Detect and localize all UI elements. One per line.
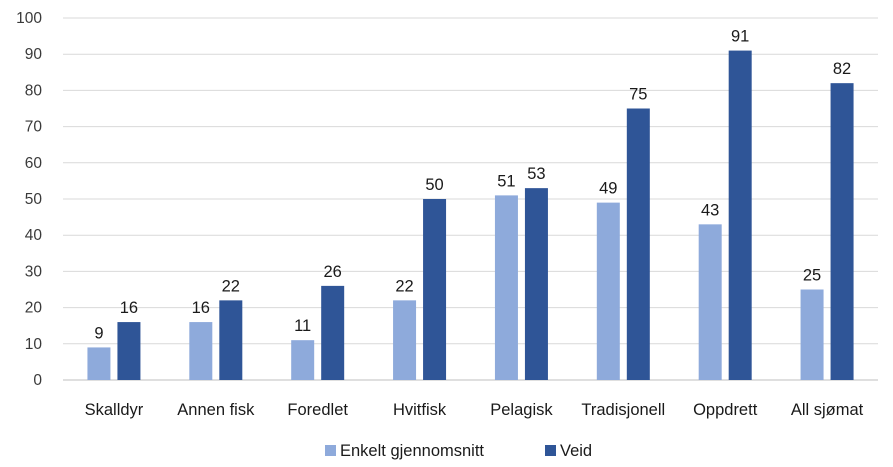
y-tick-label: 50 — [25, 191, 43, 208]
legend-swatch-veid — [545, 445, 556, 456]
data-label: 43 — [701, 201, 719, 219]
y-axis: 0 10 20 30 40 50 60 70 80 90 100 — [16, 10, 42, 389]
data-label: 75 — [629, 86, 647, 104]
legend-label-veid: Veid — [560, 442, 592, 460]
bars — [87, 50, 854, 381]
data-label: 9 — [94, 324, 103, 342]
y-tick-label: 40 — [25, 227, 43, 244]
data-label: 53 — [527, 165, 545, 183]
bar-veid — [219, 300, 243, 380]
x-tick-label: Oppdrett — [693, 401, 758, 419]
bar-enkelt — [291, 340, 315, 380]
bar-veid — [423, 199, 447, 380]
data-label: 22 — [222, 277, 240, 295]
data-label: 91 — [731, 28, 749, 46]
data-label: 22 — [395, 277, 413, 295]
bar-veid — [728, 50, 752, 381]
x-tick-label: All sjømat — [791, 401, 864, 419]
y-tick-label: 100 — [16, 10, 42, 27]
x-tick-label: Hvitfisk — [393, 401, 447, 419]
y-tick-label: 10 — [25, 336, 43, 353]
data-label: 51 — [497, 172, 515, 190]
bar-enkelt — [494, 195, 518, 380]
bar-enkelt — [189, 322, 213, 380]
data-label: 50 — [425, 176, 443, 194]
y-tick-label: 70 — [25, 119, 43, 136]
bar-veid — [830, 83, 854, 380]
bar-enkelt — [800, 289, 824, 380]
gridlines — [63, 17, 878, 381]
legend-label-enkelt: Enkelt gjennomsnitt — [340, 442, 484, 460]
y-tick-label: 20 — [25, 300, 43, 317]
x-tick-label: Foredlet — [287, 401, 348, 419]
bar-enkelt — [698, 224, 722, 380]
y-tick-label: 30 — [25, 263, 43, 280]
data-label: 26 — [324, 263, 342, 281]
bar-enkelt — [393, 300, 417, 380]
data-label: 25 — [803, 267, 821, 285]
x-tick-label: Annen fisk — [177, 401, 255, 419]
legend-swatch-enkelt — [325, 445, 336, 456]
bar-enkelt — [87, 347, 111, 380]
data-labels: 9 16 16 22 11 26 22 50 51 53 49 75 43 91 25 82 — [94, 28, 851, 343]
bar-enkelt — [596, 202, 620, 380]
data-label: 16 — [192, 299, 210, 317]
bar-veid — [626, 108, 650, 380]
x-tick-label: Skalldyr — [85, 401, 144, 419]
bar-veid — [117, 322, 141, 380]
y-tick-label: 80 — [25, 82, 43, 99]
legend: Enkelt gjennomsnitt Veid — [325, 442, 592, 460]
x-axis: Skalldyr Annen fisk Foredlet Hvitfisk Pelagi… — [85, 401, 864, 419]
data-label: 49 — [599, 180, 617, 198]
y-tick-label: 60 — [25, 155, 43, 172]
data-label: 16 — [120, 299, 138, 317]
y-tick-label: 0 — [33, 372, 42, 389]
y-tick-label: 90 — [25, 46, 43, 63]
data-label: 11 — [294, 317, 311, 335]
bar-veid — [524, 188, 548, 380]
data-label: 82 — [833, 60, 851, 78]
x-tick-label: Pelagisk — [490, 401, 553, 419]
x-tick-label: Tradisjonell — [581, 401, 665, 419]
bar-veid — [321, 285, 345, 380]
